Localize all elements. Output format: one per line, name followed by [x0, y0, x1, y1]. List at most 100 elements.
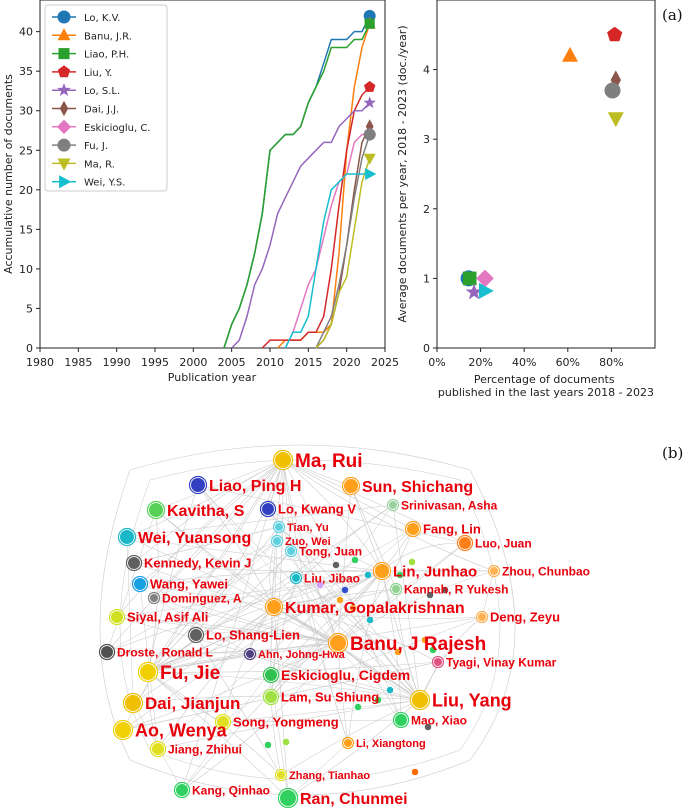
network-minor-node	[411, 768, 419, 776]
network-edge	[153, 570, 383, 599]
network-node-ao-wenya	[115, 722, 131, 738]
network-minor-node	[332, 561, 340, 569]
scatter-point-dai-j-j	[610, 70, 621, 90]
network-edge	[267, 508, 421, 701]
scatter-x-tick-label: 80%	[599, 356, 623, 369]
network-label-song-yongmeng: Song, Yongmeng	[233, 715, 339, 730]
scatter-x-tick-label: 20%	[468, 356, 492, 369]
x-tick-label: 2015	[294, 356, 322, 369]
network-edge	[147, 671, 289, 799]
network-label-siyal-asif-ali: Siyal, Asif Ali	[127, 610, 208, 625]
panel-label-a: (a)	[662, 6, 683, 24]
scatter-y-tick-label: 2	[423, 203, 430, 216]
network-minor-node	[426, 591, 434, 599]
network-edge-rim	[119, 459, 501, 781]
network-edge	[249, 653, 421, 701]
network-node-wei-yuansong	[120, 530, 134, 544]
network-edge	[347, 570, 383, 744]
network-node-srinivasan-asha	[389, 501, 397, 509]
network-edge	[273, 528, 414, 608]
network-edge	[270, 570, 383, 676]
legend-marker-banu-j-r	[57, 28, 71, 41]
series-end-marker-ma-r	[363, 153, 376, 165]
network-edge	[126, 536, 383, 572]
network-edge	[153, 540, 278, 599]
legend-label-liao-p-h: Liao, P.H.	[84, 50, 129, 61]
series-line-ma-r	[315, 157, 371, 349]
scatter-y-label: Average documents per year, 2018 - 2023 …	[396, 25, 409, 322]
network-label-tyagi-vinay-kumar: Tyagi, Vinay Kumar	[446, 655, 557, 669]
network-edge	[337, 570, 495, 644]
network-node-fang-lin	[407, 523, 419, 535]
network-minor-node	[386, 686, 394, 694]
network-label-kavitha-s: Kavitha, S	[167, 503, 245, 520]
scatter-point-eskicioglu-c	[476, 269, 494, 288]
network-label-lo-shang-lien: Lo, Shang-Lien	[206, 628, 300, 643]
network-node-zhang-tianhao	[277, 771, 285, 779]
network-edge	[122, 459, 284, 731]
network-edge	[295, 577, 349, 744]
scatter-point-fu-j	[604, 82, 621, 99]
network-minor-node	[351, 556, 359, 564]
legend-marker-ma-r	[57, 158, 71, 171]
scatter-points	[460, 26, 624, 300]
network-node-lo-kwang-v	[262, 503, 274, 515]
network-node-eskicioglu-cigdem	[265, 669, 277, 681]
legend-label-eskicioglu-c: Eskicioglu, C.	[84, 123, 150, 134]
network-label-tian-yu: Tian, Yu	[287, 522, 329, 534]
network-edge	[273, 606, 483, 619]
network-label-srinivasan-asha: Srinivasan, Asha	[401, 498, 498, 512]
network-minor-node	[394, 648, 402, 656]
scatter-point-ma-r	[607, 112, 624, 128]
legend-marker-wei-y-s	[59, 175, 72, 189]
network-minor-node	[354, 703, 362, 711]
network-label-fu-jie: Fu, Jie	[160, 663, 220, 684]
network-edge	[282, 459, 292, 552]
network-node-jiang-zhihui	[152, 743, 164, 755]
network-edge	[155, 459, 284, 511]
y-tick-label: 25	[19, 144, 33, 157]
network-label-zhou-chunbao: Zhou, Chunbao	[502, 564, 590, 578]
network-node-sun-shichang	[344, 479, 358, 493]
scatter-y-tick-label: 3	[423, 133, 430, 146]
network-minor-node	[341, 586, 349, 594]
network-edge	[197, 484, 466, 544]
network-minor-node	[282, 738, 290, 746]
network-minor-node	[336, 596, 344, 604]
network-edge	[153, 597, 251, 655]
y-tick-label: 40	[19, 26, 33, 39]
legend-label-dai-j-j: Dai, J.J.	[84, 105, 119, 116]
network-node-dominguez-a	[150, 594, 158, 602]
network-edge	[106, 570, 383, 653]
network-edge	[139, 459, 284, 585]
network-label-deng-zeyu: Deng, Zeyu	[490, 610, 560, 625]
network-minor-node	[349, 604, 357, 612]
scatter-chart: 0% 20% 40% 60% 80% 0 1 2 3 4 Percentage of docum…	[396, 0, 656, 399]
line-plot-frame	[39, 0, 386, 349]
network-edge	[147, 653, 251, 673]
network-node-tyagi-vinay-kumar	[434, 658, 442, 666]
network-node-li-xiangtong	[344, 739, 352, 747]
network-label-ao-wenya: Ao, Wenya	[135, 720, 228, 740]
network-label-dominguez-a: Dominguez, A	[162, 591, 242, 605]
network-node-dai-jianjun	[125, 695, 141, 711]
network-node-ahn-johng-hwa	[246, 650, 254, 658]
network-edge	[116, 616, 339, 644]
x-tick-label: 2025	[371, 356, 399, 369]
network-minor-node	[374, 696, 382, 704]
series-end-marker-wei-y-s	[365, 168, 377, 180]
network-label-jiang-zhihui: Jiang, Zhihui	[168, 742, 242, 756]
series-end-marker-lo-s-l	[363, 96, 376, 109]
scatter-point-lo-s-l	[465, 283, 483, 300]
network-label-sun-shichang: Sun, Shichang	[362, 479, 473, 496]
legend-label-lo-s-l: Lo, S.L.	[84, 86, 120, 97]
series-end-marker-liao-p-h	[364, 18, 375, 29]
network-label-eskicioglu-cigdem: Eskicioglu, Cigdem	[281, 667, 410, 683]
network-edge	[222, 606, 275, 723]
scatter-y-tick-label: 0	[423, 342, 430, 355]
network-node-luo-juan	[459, 537, 471, 549]
legend-marker-liao-p-h	[58, 48, 70, 60]
network-edge	[106, 550, 292, 653]
network-edge	[381, 570, 421, 701]
network-edge	[139, 583, 275, 608]
